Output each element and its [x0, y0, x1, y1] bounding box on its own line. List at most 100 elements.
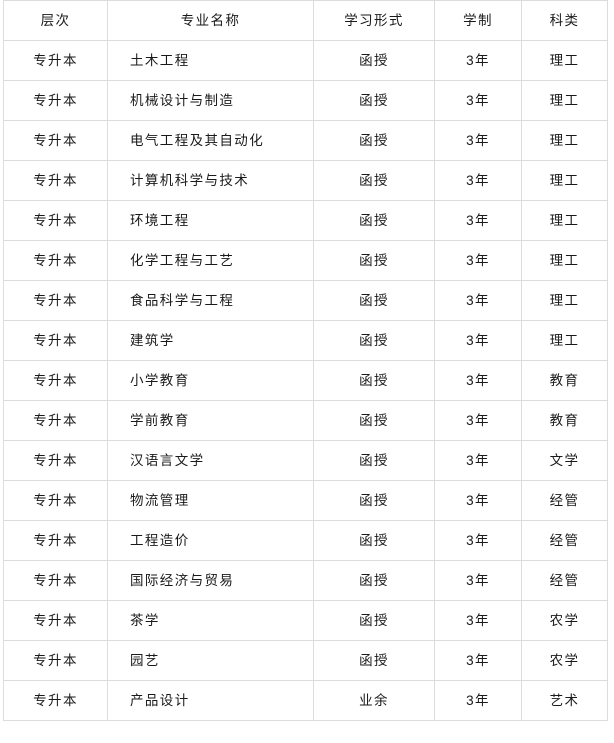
cell-level: 专升本: [3, 400, 108, 441]
cell-length: 3年: [434, 400, 522, 441]
cell-category: 理工: [521, 40, 608, 81]
cell-length: 3年: [434, 240, 522, 281]
table-row: 专升本 国际经济与贸易 函授 3年 经管: [3, 560, 608, 601]
cell-length: 3年: [434, 440, 522, 481]
cell-mode: 函授: [313, 200, 435, 241]
column-header-category: 科类: [521, 0, 608, 41]
cell-major: 茶学: [107, 600, 314, 641]
cell-mode: 函授: [313, 640, 435, 681]
cell-category: 农学: [521, 640, 608, 681]
cell-length: 3年: [434, 640, 522, 681]
table-row: 专升本 产品设计 业余 3年 艺术: [3, 680, 608, 721]
cell-level: 专升本: [3, 320, 108, 361]
cell-major: 食品科学与工程: [107, 280, 314, 321]
cell-level: 专升本: [3, 440, 108, 481]
cell-length: 3年: [434, 680, 522, 721]
cell-length: 3年: [434, 280, 522, 321]
table-body: 专升本 土木工程 函授 3年 理工 专升本 机械设计与制造 函授 3年 理工 专…: [3, 40, 608, 721]
cell-category: 教育: [521, 400, 608, 441]
column-header-mode: 学习形式: [313, 0, 435, 41]
cell-major: 园艺: [107, 640, 314, 681]
cell-length: 3年: [434, 200, 522, 241]
cell-category: 艺术: [521, 680, 608, 721]
major-catalog-table-container: 层次 专业名称 学习形式 学制 科类 专升本 土木工程 函授 3年 理工 专升本…: [3, 0, 608, 721]
table-row: 专升本 食品科学与工程 函授 3年 理工: [3, 280, 608, 321]
cell-mode: 函授: [313, 480, 435, 521]
table-row: 专升本 物流管理 函授 3年 经管: [3, 480, 608, 521]
cell-major: 化学工程与工艺: [107, 240, 314, 281]
cell-category: 农学: [521, 600, 608, 641]
column-header-major: 专业名称: [107, 0, 314, 41]
cell-major: 建筑学: [107, 320, 314, 361]
cell-length: 3年: [434, 520, 522, 561]
cell-mode: 业余: [313, 680, 435, 721]
table-row: 专升本 化学工程与工艺 函授 3年 理工: [3, 240, 608, 281]
table-row: 专升本 环境工程 函授 3年 理工: [3, 200, 608, 241]
cell-mode: 函授: [313, 360, 435, 401]
cell-major: 汉语言文学: [107, 440, 314, 481]
cell-category: 理工: [521, 200, 608, 241]
column-header-length: 学制: [434, 0, 522, 41]
cell-category: 文学: [521, 440, 608, 481]
cell-category: 理工: [521, 80, 608, 121]
cell-mode: 函授: [313, 240, 435, 281]
cell-level: 专升本: [3, 280, 108, 321]
cell-length: 3年: [434, 320, 522, 361]
cell-mode: 函授: [313, 40, 435, 81]
cell-major: 学前教育: [107, 400, 314, 441]
cell-length: 3年: [434, 160, 522, 201]
column-header-level: 层次: [3, 0, 108, 41]
cell-major: 土木工程: [107, 40, 314, 81]
table-row: 专升本 学前教育 函授 3年 教育: [3, 400, 608, 441]
cell-category: 理工: [521, 320, 608, 361]
cell-major: 计算机科学与技术: [107, 160, 314, 201]
table-row: 专升本 汉语言文学 函授 3年 文学: [3, 440, 608, 481]
table-row: 专升本 电气工程及其自动化 函授 3年 理工: [3, 120, 608, 161]
cell-level: 专升本: [3, 240, 108, 281]
cell-category: 理工: [521, 280, 608, 321]
cell-length: 3年: [434, 600, 522, 641]
cell-level: 专升本: [3, 480, 108, 521]
cell-level: 专升本: [3, 640, 108, 681]
table-header: 层次 专业名称 学习形式 学制 科类: [3, 0, 608, 41]
cell-mode: 函授: [313, 80, 435, 121]
cell-mode: 函授: [313, 600, 435, 641]
cell-mode: 函授: [313, 160, 435, 201]
major-catalog-table: 层次 专业名称 学习形式 学制 科类 专升本 土木工程 函授 3年 理工 专升本…: [3, 0, 608, 721]
cell-level: 专升本: [3, 120, 108, 161]
cell-level: 专升本: [3, 40, 108, 81]
cell-mode: 函授: [313, 440, 435, 481]
table-row: 专升本 计算机科学与技术 函授 3年 理工: [3, 160, 608, 201]
cell-level: 专升本: [3, 560, 108, 601]
cell-category: 理工: [521, 160, 608, 201]
cell-category: 经管: [521, 480, 608, 521]
cell-major: 产品设计: [107, 680, 314, 721]
cell-category: 经管: [521, 560, 608, 601]
cell-level: 专升本: [3, 680, 108, 721]
cell-category: 理工: [521, 240, 608, 281]
table-row: 专升本 机械设计与制造 函授 3年 理工: [3, 80, 608, 121]
cell-mode: 函授: [313, 560, 435, 601]
cell-length: 3年: [434, 40, 522, 81]
cell-category: 理工: [521, 120, 608, 161]
cell-major: 国际经济与贸易: [107, 560, 314, 601]
table-row: 专升本 土木工程 函授 3年 理工: [3, 40, 608, 81]
cell-mode: 函授: [313, 320, 435, 361]
table-row: 专升本 园艺 函授 3年 农学: [3, 640, 608, 681]
cell-category: 教育: [521, 360, 608, 401]
cell-major: 电气工程及其自动化: [107, 120, 314, 161]
cell-mode: 函授: [313, 120, 435, 161]
cell-length: 3年: [434, 80, 522, 121]
cell-level: 专升本: [3, 520, 108, 561]
table-row: 专升本 小学教育 函授 3年 教育: [3, 360, 608, 401]
cell-level: 专升本: [3, 360, 108, 401]
cell-major: 物流管理: [107, 480, 314, 521]
cell-level: 专升本: [3, 160, 108, 201]
cell-category: 经管: [521, 520, 608, 561]
cell-level: 专升本: [3, 200, 108, 241]
cell-length: 3年: [434, 360, 522, 401]
table-row: 专升本 建筑学 函授 3年 理工: [3, 320, 608, 361]
cell-major: 工程造价: [107, 520, 314, 561]
table-row: 专升本 工程造价 函授 3年 经管: [3, 520, 608, 561]
cell-mode: 函授: [313, 400, 435, 441]
